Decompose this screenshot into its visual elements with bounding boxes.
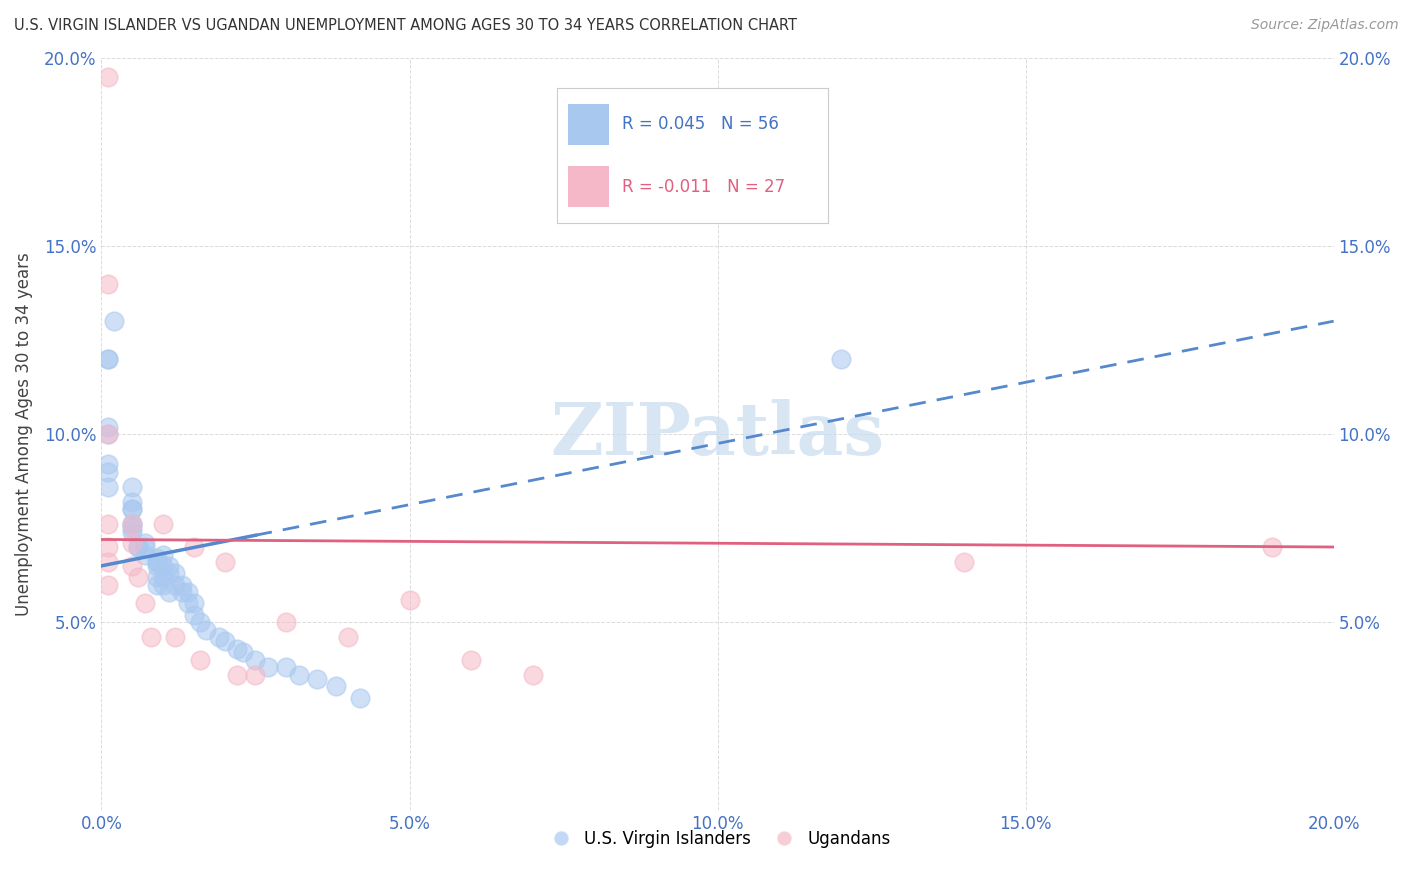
Point xyxy=(287,668,309,682)
Point xyxy=(183,597,205,611)
Point xyxy=(214,634,236,648)
Point xyxy=(97,465,120,479)
Point xyxy=(121,517,143,532)
Point xyxy=(103,314,125,328)
Point xyxy=(1261,540,1284,554)
Point xyxy=(97,427,120,442)
Point xyxy=(97,480,120,494)
Point xyxy=(188,653,211,667)
Point xyxy=(226,668,249,682)
Legend: U.S. Virgin Islanders, Ugandans: U.S. Virgin Islanders, Ugandans xyxy=(537,823,897,855)
Point xyxy=(398,592,420,607)
Point xyxy=(276,660,298,674)
Point xyxy=(165,577,187,591)
Point xyxy=(188,615,211,630)
Point xyxy=(97,577,120,591)
Point xyxy=(325,679,347,693)
Point xyxy=(307,672,329,686)
Point xyxy=(460,653,482,667)
Point xyxy=(232,645,254,659)
Point xyxy=(165,566,187,581)
Point xyxy=(97,540,120,554)
Point xyxy=(522,668,544,682)
Text: Source: ZipAtlas.com: Source: ZipAtlas.com xyxy=(1251,18,1399,32)
Point xyxy=(134,597,156,611)
Point xyxy=(152,570,174,584)
Point xyxy=(97,555,120,569)
Point xyxy=(177,597,200,611)
Point xyxy=(183,540,205,554)
Point xyxy=(146,551,169,566)
Point xyxy=(170,585,193,599)
Point xyxy=(245,668,267,682)
Point xyxy=(152,558,174,573)
Point xyxy=(830,351,852,366)
Point xyxy=(349,690,371,705)
Point xyxy=(134,548,156,562)
Point xyxy=(121,536,143,550)
Point xyxy=(127,540,149,554)
Text: ZIPatlas: ZIPatlas xyxy=(551,399,884,469)
Point xyxy=(121,480,143,494)
Point xyxy=(256,660,278,674)
Point xyxy=(121,521,143,535)
Point xyxy=(245,653,267,667)
Point xyxy=(157,558,180,573)
Point xyxy=(97,277,120,291)
Point xyxy=(134,536,156,550)
Point xyxy=(97,351,120,366)
Point xyxy=(146,555,169,569)
Point xyxy=(152,548,174,562)
Point xyxy=(127,540,149,554)
Point xyxy=(121,502,143,516)
Point xyxy=(152,577,174,591)
Point xyxy=(121,517,143,532)
Point xyxy=(97,70,120,84)
Point xyxy=(146,555,169,569)
Point xyxy=(97,351,120,366)
Point xyxy=(146,570,169,584)
Point xyxy=(207,631,229,645)
Point xyxy=(97,419,120,434)
Point xyxy=(146,577,169,591)
Point xyxy=(97,457,120,471)
Point xyxy=(157,566,180,581)
Point xyxy=(97,427,120,442)
Point xyxy=(152,517,174,532)
Point xyxy=(121,495,143,509)
Point xyxy=(121,524,143,539)
Point xyxy=(121,558,143,573)
Point xyxy=(276,615,298,630)
Point xyxy=(170,577,193,591)
Point xyxy=(139,631,162,645)
Point xyxy=(177,585,200,599)
Y-axis label: Unemployment Among Ages 30 to 34 years: Unemployment Among Ages 30 to 34 years xyxy=(15,252,32,616)
Point xyxy=(134,540,156,554)
Point xyxy=(953,555,976,569)
Point xyxy=(121,517,143,532)
Text: U.S. VIRGIN ISLANDER VS UGANDAN UNEMPLOYMENT AMONG AGES 30 TO 34 YEARS CORRELATI: U.S. VIRGIN ISLANDER VS UGANDAN UNEMPLOY… xyxy=(14,18,797,33)
Point xyxy=(226,641,249,656)
Point xyxy=(165,631,187,645)
Point xyxy=(195,623,218,637)
Point xyxy=(121,502,143,516)
Point xyxy=(157,585,180,599)
Point xyxy=(183,607,205,622)
Point xyxy=(127,570,149,584)
Point xyxy=(214,555,236,569)
Point xyxy=(146,558,169,573)
Point xyxy=(336,631,359,645)
Point xyxy=(97,517,120,532)
